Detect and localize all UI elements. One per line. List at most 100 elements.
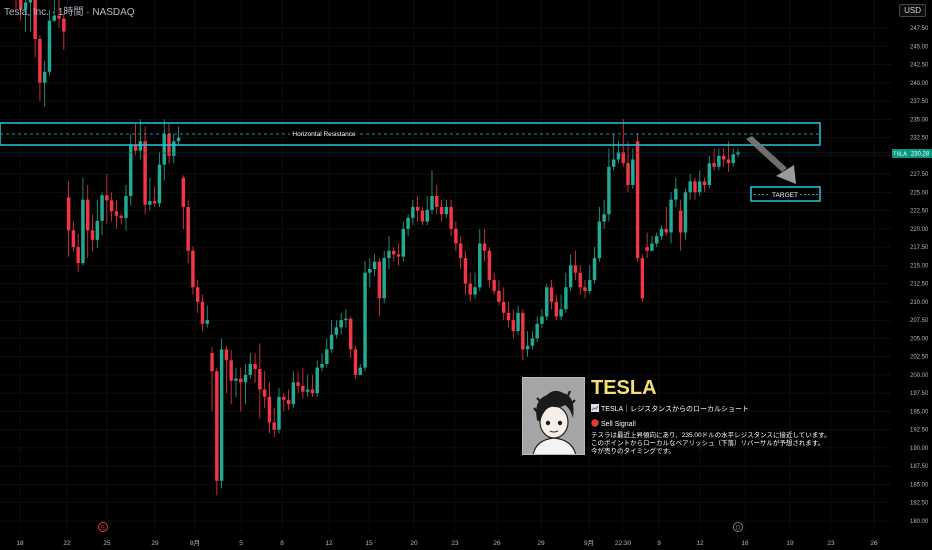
candle[interactable] — [511, 309, 515, 339]
candle[interactable] — [176, 126, 181, 145]
candle[interactable] — [239, 367, 243, 412]
candle[interactable] — [688, 174, 692, 200]
candle[interactable] — [568, 254, 573, 291]
candle[interactable] — [559, 294, 563, 321]
candle[interactable] — [640, 254, 645, 302]
candle[interactable] — [430, 170, 434, 215]
candle[interactable] — [535, 316, 539, 343]
candle[interactable] — [23, 0, 28, 32]
candle[interactable] — [420, 206, 425, 226]
candle[interactable] — [545, 283, 549, 321]
candle[interactable] — [726, 141, 731, 172]
candle[interactable] — [258, 343, 262, 419]
candle[interactable] — [267, 382, 272, 434]
candle[interactable] — [588, 265, 592, 295]
candle[interactable] — [205, 305, 209, 328]
candle[interactable] — [549, 279, 554, 310]
candle[interactable] — [66, 181, 71, 257]
candle[interactable] — [181, 175, 186, 229]
target-zone[interactable] — [750, 186, 821, 202]
candle[interactable] — [210, 347, 214, 412]
candle[interactable] — [621, 119, 625, 167]
candle[interactable] — [301, 367, 305, 399]
currency-button[interactable]: USD — [899, 4, 926, 17]
candle[interactable] — [71, 221, 76, 253]
resistance-zone[interactable] — [0, 122, 821, 146]
candle[interactable] — [626, 141, 630, 193]
candle[interactable] — [458, 236, 463, 270]
candle[interactable] — [353, 345, 358, 379]
candle[interactable] — [664, 206, 668, 237]
candle[interactable] — [540, 309, 544, 328]
candle[interactable] — [435, 185, 439, 215]
candle[interactable] — [611, 133, 616, 171]
candle[interactable] — [717, 148, 721, 171]
candle[interactable] — [525, 331, 530, 357]
candle[interactable] — [607, 148, 611, 222]
candle[interactable] — [119, 214, 123, 225]
candle[interactable] — [215, 367, 219, 496]
candle[interactable] — [597, 206, 602, 262]
candle[interactable] — [564, 272, 568, 313]
candle[interactable] — [731, 148, 735, 167]
candle[interactable] — [678, 199, 683, 251]
candle[interactable] — [372, 254, 377, 277]
candle[interactable] — [277, 388, 281, 434]
candle[interactable] — [248, 353, 253, 379]
candle[interactable] — [325, 338, 329, 368]
candle[interactable] — [530, 331, 535, 350]
candle[interactable] — [473, 272, 477, 299]
candle[interactable] — [698, 170, 702, 196]
candle[interactable] — [411, 199, 415, 226]
candle[interactable] — [19, 0, 23, 21]
candle[interactable] — [224, 345, 229, 394]
candle[interactable] — [592, 247, 597, 284]
event-marker-earnings[interactable]: E — [98, 522, 108, 532]
symbol-title[interactable]: Tesla, Inc. · 1時間 · NASDAQ — [4, 7, 135, 18]
candle[interactable] — [645, 232, 649, 259]
candle[interactable] — [693, 177, 697, 200]
candle[interactable] — [468, 272, 472, 302]
candle[interactable] — [602, 199, 606, 229]
candle[interactable] — [310, 374, 315, 397]
candle[interactable] — [186, 199, 190, 264]
candle[interactable] — [334, 320, 339, 339]
candle[interactable] — [143, 126, 147, 215]
candle[interactable] — [191, 246, 195, 295]
candle[interactable] — [578, 265, 582, 295]
candle[interactable] — [482, 228, 487, 262]
candle[interactable] — [148, 177, 152, 211]
candle[interactable] — [659, 225, 664, 240]
candle[interactable] — [286, 389, 291, 410]
candle[interactable] — [387, 236, 391, 270]
candle[interactable] — [406, 214, 410, 237]
candle[interactable] — [81, 177, 85, 266]
candle[interactable] — [162, 119, 166, 181]
candle[interactable] — [47, 9, 52, 76]
candle[interactable] — [133, 122, 138, 156]
candle[interactable] — [76, 233, 80, 272]
candle[interactable] — [52, 0, 56, 23]
candle[interactable] — [669, 192, 673, 244]
candle[interactable] — [229, 350, 233, 405]
event-marker-dividend[interactable]: D — [733, 522, 743, 532]
candle[interactable] — [200, 294, 205, 332]
candle[interactable] — [305, 374, 310, 397]
candle[interactable] — [329, 320, 334, 354]
candle[interactable] — [272, 407, 276, 438]
candle[interactable] — [492, 272, 496, 295]
candle[interactable] — [396, 243, 401, 266]
candle[interactable] — [631, 148, 635, 189]
candle[interactable] — [449, 199, 453, 237]
candle[interactable] — [487, 247, 492, 288]
candle[interactable] — [109, 192, 114, 222]
candle[interactable] — [157, 152, 162, 207]
candle[interactable] — [291, 371, 296, 408]
candle[interactable] — [339, 312, 343, 335]
candle[interactable] — [654, 232, 659, 248]
candle[interactable] — [86, 185, 90, 259]
candle[interactable] — [358, 363, 362, 375]
candle[interactable] — [100, 192, 104, 235]
candle[interactable] — [650, 236, 654, 251]
